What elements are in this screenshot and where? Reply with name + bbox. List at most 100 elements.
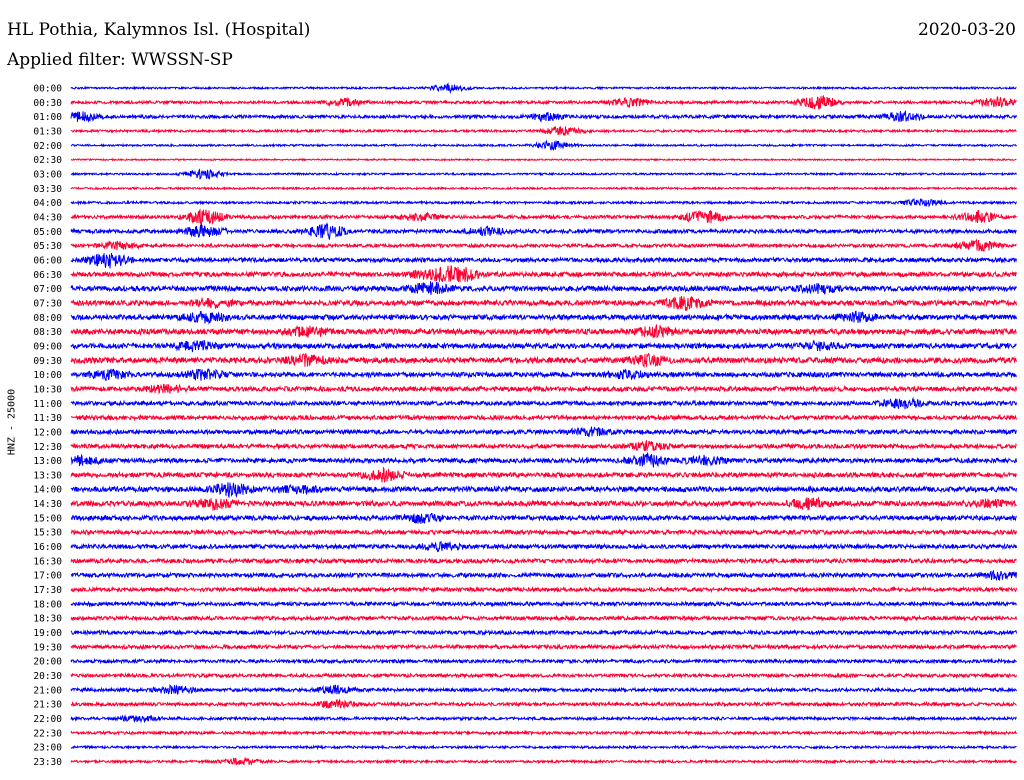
trace-line bbox=[70, 600, 1017, 608]
row-time-label: 06:30 bbox=[33, 270, 62, 281]
trace-line bbox=[70, 185, 1017, 191]
trace-line bbox=[70, 339, 1017, 353]
row-time-label: 22:30 bbox=[33, 728, 62, 739]
row-time-label: 14:30 bbox=[33, 499, 62, 510]
trace-line bbox=[70, 265, 1017, 283]
row-time-label: 01:00 bbox=[33, 112, 62, 123]
trace-line bbox=[70, 672, 1017, 680]
row-time-label: 22:00 bbox=[33, 714, 62, 725]
trace-line bbox=[70, 238, 1017, 253]
trace-line bbox=[70, 426, 1017, 437]
trace-line bbox=[70, 570, 1017, 582]
trace-line bbox=[70, 413, 1017, 422]
row-time-label: 13:00 bbox=[33, 456, 62, 467]
row-time-label: 19:30 bbox=[33, 642, 62, 653]
row-time-label: 23:00 bbox=[33, 743, 62, 754]
row-time-label: 15:30 bbox=[33, 528, 62, 539]
trace-line bbox=[70, 756, 1017, 766]
row-time-label: 07:30 bbox=[33, 298, 62, 309]
row-time-label: 07:00 bbox=[33, 284, 62, 295]
trace-line bbox=[70, 383, 1017, 395]
trace-line bbox=[70, 139, 1017, 151]
row-time-label: 04:30 bbox=[33, 212, 62, 223]
row-time-label: 21:00 bbox=[33, 685, 62, 696]
trace-line bbox=[70, 126, 1017, 137]
row-time-label: 02:30 bbox=[33, 155, 62, 166]
trace-line bbox=[70, 482, 1017, 499]
trace-line bbox=[70, 109, 1017, 123]
trace-line bbox=[70, 643, 1017, 651]
trace-line bbox=[70, 323, 1017, 339]
row-time-label: 09:30 bbox=[33, 356, 62, 367]
trace-line bbox=[70, 540, 1017, 553]
trace-line bbox=[70, 368, 1017, 382]
row-time-label: 17:00 bbox=[33, 571, 62, 582]
row-time-label: 08:00 bbox=[33, 313, 62, 324]
trace-line bbox=[70, 698, 1017, 710]
trace-line bbox=[70, 657, 1017, 665]
row-time-label: 04:00 bbox=[33, 198, 62, 209]
trace-line bbox=[70, 222, 1017, 241]
trace-line bbox=[70, 82, 1017, 95]
date-label: 2020-03-20 bbox=[917, 20, 1016, 40]
row-time-label: 16:00 bbox=[33, 542, 62, 553]
row-time-label: 02:00 bbox=[33, 141, 62, 152]
row-time-label: 11:00 bbox=[33, 399, 62, 410]
row-time-label: 15:00 bbox=[33, 513, 62, 524]
trace-line bbox=[70, 496, 1017, 511]
trace-line bbox=[70, 744, 1017, 751]
row-time-label: 18:00 bbox=[33, 599, 62, 610]
trace-line bbox=[70, 168, 1017, 180]
row-time-label: 19:00 bbox=[33, 628, 62, 639]
row-time-label: 13:30 bbox=[33, 470, 62, 481]
trace-line bbox=[70, 528, 1017, 537]
row-time-label: 21:30 bbox=[33, 700, 62, 711]
row-time-label: 16:30 bbox=[33, 556, 62, 567]
trace-line bbox=[70, 466, 1017, 483]
trace-line bbox=[70, 714, 1017, 724]
trace-line bbox=[70, 352, 1017, 369]
row-time-label: 20:30 bbox=[33, 671, 62, 682]
trace-line bbox=[70, 295, 1017, 312]
row-time-label: 00:00 bbox=[33, 84, 62, 95]
trace-line bbox=[70, 208, 1017, 227]
filter-label: Applied filter: WWSSN-SP bbox=[7, 50, 233, 70]
row-time-label: 12:30 bbox=[33, 442, 62, 453]
row-time-label: 00:30 bbox=[33, 98, 62, 109]
row-time-label: 01:30 bbox=[33, 126, 62, 137]
trace-line bbox=[70, 253, 1017, 269]
trace-line bbox=[70, 197, 1017, 208]
row-time-label: 06:00 bbox=[33, 255, 62, 266]
trace-line bbox=[70, 614, 1017, 622]
station-title: HL Pothia, Kalymnos Isl. (Hospital) bbox=[7, 20, 311, 40]
trace-line bbox=[70, 585, 1017, 594]
trace-line bbox=[70, 451, 1017, 468]
row-time-label: 12:00 bbox=[33, 427, 62, 438]
row-time-label: 05:00 bbox=[33, 227, 62, 238]
row-time-label: 10:00 bbox=[33, 370, 62, 381]
trace-line bbox=[70, 439, 1017, 452]
row-time-label: 20:00 bbox=[33, 657, 62, 668]
row-time-label: 03:00 bbox=[33, 169, 62, 180]
row-time-label: 11:30 bbox=[33, 413, 62, 424]
trace-line bbox=[70, 157, 1017, 162]
trace-line bbox=[70, 310, 1017, 325]
row-time-label: 08:30 bbox=[33, 327, 62, 338]
row-time-label: 09:00 bbox=[33, 341, 62, 352]
row-time-label: 10:30 bbox=[33, 384, 62, 395]
trace-line bbox=[70, 396, 1017, 410]
row-time-label: 14:00 bbox=[33, 485, 62, 496]
trace-line bbox=[71, 513, 1017, 524]
trace-line bbox=[70, 94, 1017, 110]
trace-line bbox=[70, 628, 1017, 637]
trace-line bbox=[70, 684, 1017, 695]
row-time-label: 17:30 bbox=[33, 585, 62, 596]
trace-line bbox=[70, 281, 1017, 295]
row-time-label: 03:30 bbox=[33, 184, 62, 195]
trace-line bbox=[70, 729, 1017, 737]
row-time-label: 05:30 bbox=[33, 241, 62, 252]
row-time-label: 23:30 bbox=[33, 757, 62, 768]
trace-line bbox=[70, 556, 1017, 565]
row-time-label: 18:30 bbox=[33, 614, 62, 625]
